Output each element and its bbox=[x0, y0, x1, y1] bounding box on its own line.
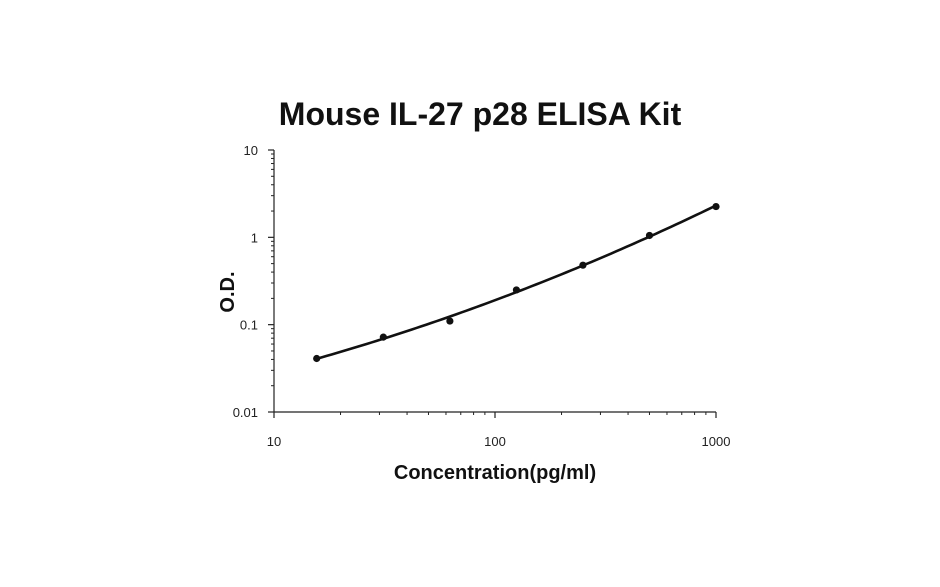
y-tick-label: 0.1 bbox=[240, 318, 258, 333]
data-point bbox=[712, 202, 720, 211]
y-tick-label: 1 bbox=[251, 230, 258, 245]
y-tick-label: 10 bbox=[244, 143, 258, 158]
y-tick-label: 0.01 bbox=[233, 405, 258, 420]
data-point bbox=[313, 354, 321, 363]
x-axis-label: Concentration(pg/ml) bbox=[393, 462, 597, 484]
x-tick-label: 10 bbox=[267, 434, 281, 449]
data-point bbox=[512, 286, 521, 294]
data-points-group bbox=[313, 202, 720, 363]
data-point bbox=[379, 333, 387, 341]
ticks-group: 10 100 1000 0.01 0.1 1 10 bbox=[233, 143, 731, 449]
fit-curve-group bbox=[316, 204, 717, 361]
fit-curve bbox=[316, 204, 717, 361]
chart-title: Mouse IL-27 p28 ELISA Kit bbox=[278, 96, 682, 132]
data-point bbox=[579, 261, 587, 269]
x-tick-label: 1000 bbox=[702, 434, 731, 449]
x-tick-label: 100 bbox=[484, 434, 506, 449]
axes-group bbox=[273, 150, 716, 413]
data-point bbox=[446, 317, 454, 325]
data-point bbox=[645, 231, 654, 240]
